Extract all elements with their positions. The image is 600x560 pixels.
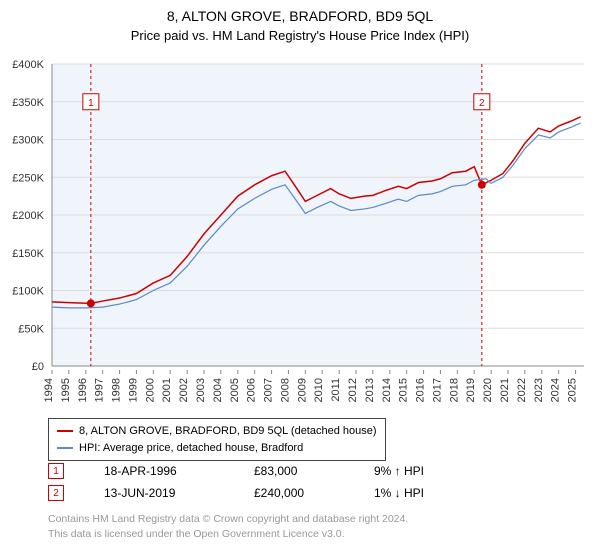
legend-swatch [57, 430, 73, 432]
chart-subtitle: Price paid vs. HM Land Registry's House … [0, 24, 600, 43]
svg-text:2006: 2006 [246, 378, 258, 402]
transaction-row: 2 13-JUN-2019 £240,000 1% ↓ HPI [48, 482, 424, 504]
svg-text:1998: 1998 [111, 378, 123, 402]
svg-text:2025: 2025 [567, 378, 579, 402]
svg-text:2024: 2024 [550, 378, 562, 402]
svg-text:2: 2 [479, 98, 485, 109]
legend-item: HPI: Average price, detached house, Brad… [57, 440, 377, 457]
svg-text:2011: 2011 [330, 378, 342, 402]
svg-text:1: 1 [88, 98, 94, 109]
svg-text:2007: 2007 [263, 378, 275, 402]
svg-text:2023: 2023 [533, 378, 545, 402]
chart-svg: 12 [48, 60, 588, 370]
svg-text:2013: 2013 [364, 378, 376, 402]
transaction-date: 13-JUN-2019 [104, 486, 214, 500]
svg-text:2009: 2009 [296, 378, 308, 402]
transaction-delta: 9% ↑ HPI [374, 464, 424, 478]
svg-text:£100K: £100K [12, 286, 44, 298]
transaction-row: 1 18-APR-1996 £83,000 9% ↑ HPI [48, 460, 424, 482]
svg-text:2019: 2019 [465, 378, 477, 402]
svg-text:2002: 2002 [178, 378, 190, 402]
legend: 8, ALTON GROVE, BRADFORD, BD9 5QL (detac… [48, 418, 386, 461]
transaction-date: 18-APR-1996 [104, 464, 214, 478]
svg-text:2016: 2016 [415, 378, 427, 402]
svg-text:£400K: £400K [12, 59, 44, 71]
svg-text:2014: 2014 [381, 378, 393, 402]
transaction-marker-badge: 2 [48, 485, 64, 501]
svg-text:2020: 2020 [482, 378, 494, 402]
chart-container: 8, ALTON GROVE, BRADFORD, BD9 5QL Price … [0, 0, 600, 560]
footer-line-1: Contains HM Land Registry data © Crown c… [48, 512, 408, 527]
legend-item: 8, ALTON GROVE, BRADFORD, BD9 5QL (detac… [57, 423, 377, 440]
svg-text:£250K: £250K [12, 172, 44, 184]
svg-text:2018: 2018 [448, 378, 460, 402]
legend-label: 8, ALTON GROVE, BRADFORD, BD9 5QL (detac… [79, 423, 377, 440]
svg-text:2005: 2005 [229, 378, 241, 402]
svg-text:2017: 2017 [431, 378, 443, 402]
transaction-price: £240,000 [254, 486, 334, 500]
svg-text:£200K: £200K [12, 210, 44, 222]
footer-attribution: Contains HM Land Registry data © Crown c… [48, 512, 408, 541]
svg-text:1995: 1995 [60, 378, 72, 402]
svg-text:1994: 1994 [43, 378, 55, 402]
chart-plot: 12 [48, 60, 588, 370]
svg-text:2004: 2004 [212, 378, 224, 402]
transaction-marker-badge: 1 [48, 463, 64, 479]
svg-text:£150K: £150K [12, 248, 44, 260]
transactions-table: 1 18-APR-1996 £83,000 9% ↑ HPI 2 13-JUN-2019 £… [48, 460, 424, 504]
transaction-delta: 1% ↓ HPI [374, 486, 424, 500]
y-axis-labels: £0 £50K £100K £150K £200K £250K £300K £350K £400… [0, 55, 48, 375]
svg-text:£350K: £350K [12, 97, 44, 109]
svg-text:2012: 2012 [347, 378, 359, 402]
svg-text:2010: 2010 [313, 378, 325, 402]
legend-swatch [57, 447, 73, 449]
svg-text:1999: 1999 [127, 378, 139, 402]
svg-text:1996: 1996 [77, 378, 89, 402]
chart-title: 8, ALTON GROVE, BRADFORD, BD9 5QL [0, 0, 600, 24]
legend-label: HPI: Average price, detached house, Brad… [79, 440, 303, 457]
svg-text:2015: 2015 [398, 378, 410, 402]
svg-text:2001: 2001 [161, 378, 173, 402]
svg-text:£50K: £50K [18, 323, 44, 335]
transaction-price: £83,000 [254, 464, 334, 478]
footer-line-2: This data is licensed under the Open Gov… [48, 527, 408, 542]
svg-text:1997: 1997 [94, 378, 106, 402]
svg-text:£0: £0 [32, 361, 44, 373]
svg-text:2008: 2008 [279, 378, 291, 402]
svg-text:2000: 2000 [144, 378, 156, 402]
svg-text:£300K: £300K [12, 135, 44, 147]
svg-text:2003: 2003 [195, 378, 207, 402]
svg-text:2021: 2021 [499, 378, 511, 402]
svg-text:2022: 2022 [516, 378, 528, 402]
